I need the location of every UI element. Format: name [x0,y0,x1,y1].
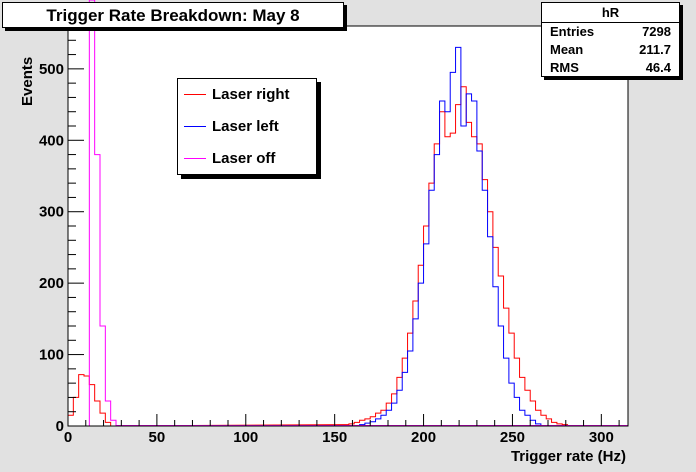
plot-frame [67,25,629,427]
stats-value: 7298 [642,24,671,39]
x-tick-label: 200 [411,429,436,446]
legend-label: Laser right [212,86,290,103]
x-tick-label: 150 [322,429,347,446]
plot-area [68,26,628,426]
x-tick-label: 50 [149,429,166,446]
legend: Laser right Laser left Laser off [177,78,317,175]
x-tick-label: 100 [233,429,258,446]
legend-item-laser-right: Laser right [178,80,318,110]
legend-swatch [184,94,206,95]
x-axis-label: Trigger rate (Hz) [511,448,626,465]
legend-swatch [184,158,206,159]
x-tick-label: 250 [500,429,525,446]
y-tick-label: 400 [39,132,64,149]
legend-label: Laser off [212,150,276,167]
stats-row-entries: Entries 7298 [542,23,679,41]
legend-label: Laser left [212,118,279,135]
x-tick-label: 0 [64,429,72,446]
stats-label: Entries [550,24,595,39]
y-tick-label: 200 [39,275,64,292]
legend-swatch [184,126,206,127]
legend-item-laser-off: Laser off [178,144,318,174]
y-tick-label: 0 [56,418,64,435]
stats-box: hR Entries 7298 Mean 211.7 RMS 46.4 [541,2,680,77]
y-tick-label: 100 [39,347,64,364]
chart-title: Trigger Rate Breakdown: May 8 [46,6,300,25]
stats-label: RMS [550,60,579,75]
x-tick-label: 300 [589,429,614,446]
histogram-series-laser-left [359,46,547,427]
y-tick-label: 300 [39,204,64,221]
y-axis-label: Events [19,57,36,106]
stats-label: Mean [550,42,584,57]
stats-value: 46.4 [645,60,671,75]
stats-row-mean: Mean 211.7 [542,41,679,59]
chart-title-box: Trigger Rate Breakdown: May 8 [2,2,344,28]
legend-item-laser-left: Laser left [178,112,318,142]
y-tick-label: 500 [39,61,64,78]
stats-histogram-name: hR [542,3,679,23]
stats-value: 211.7 [639,42,671,57]
stats-row-rms: RMS 46.4 [542,59,679,77]
